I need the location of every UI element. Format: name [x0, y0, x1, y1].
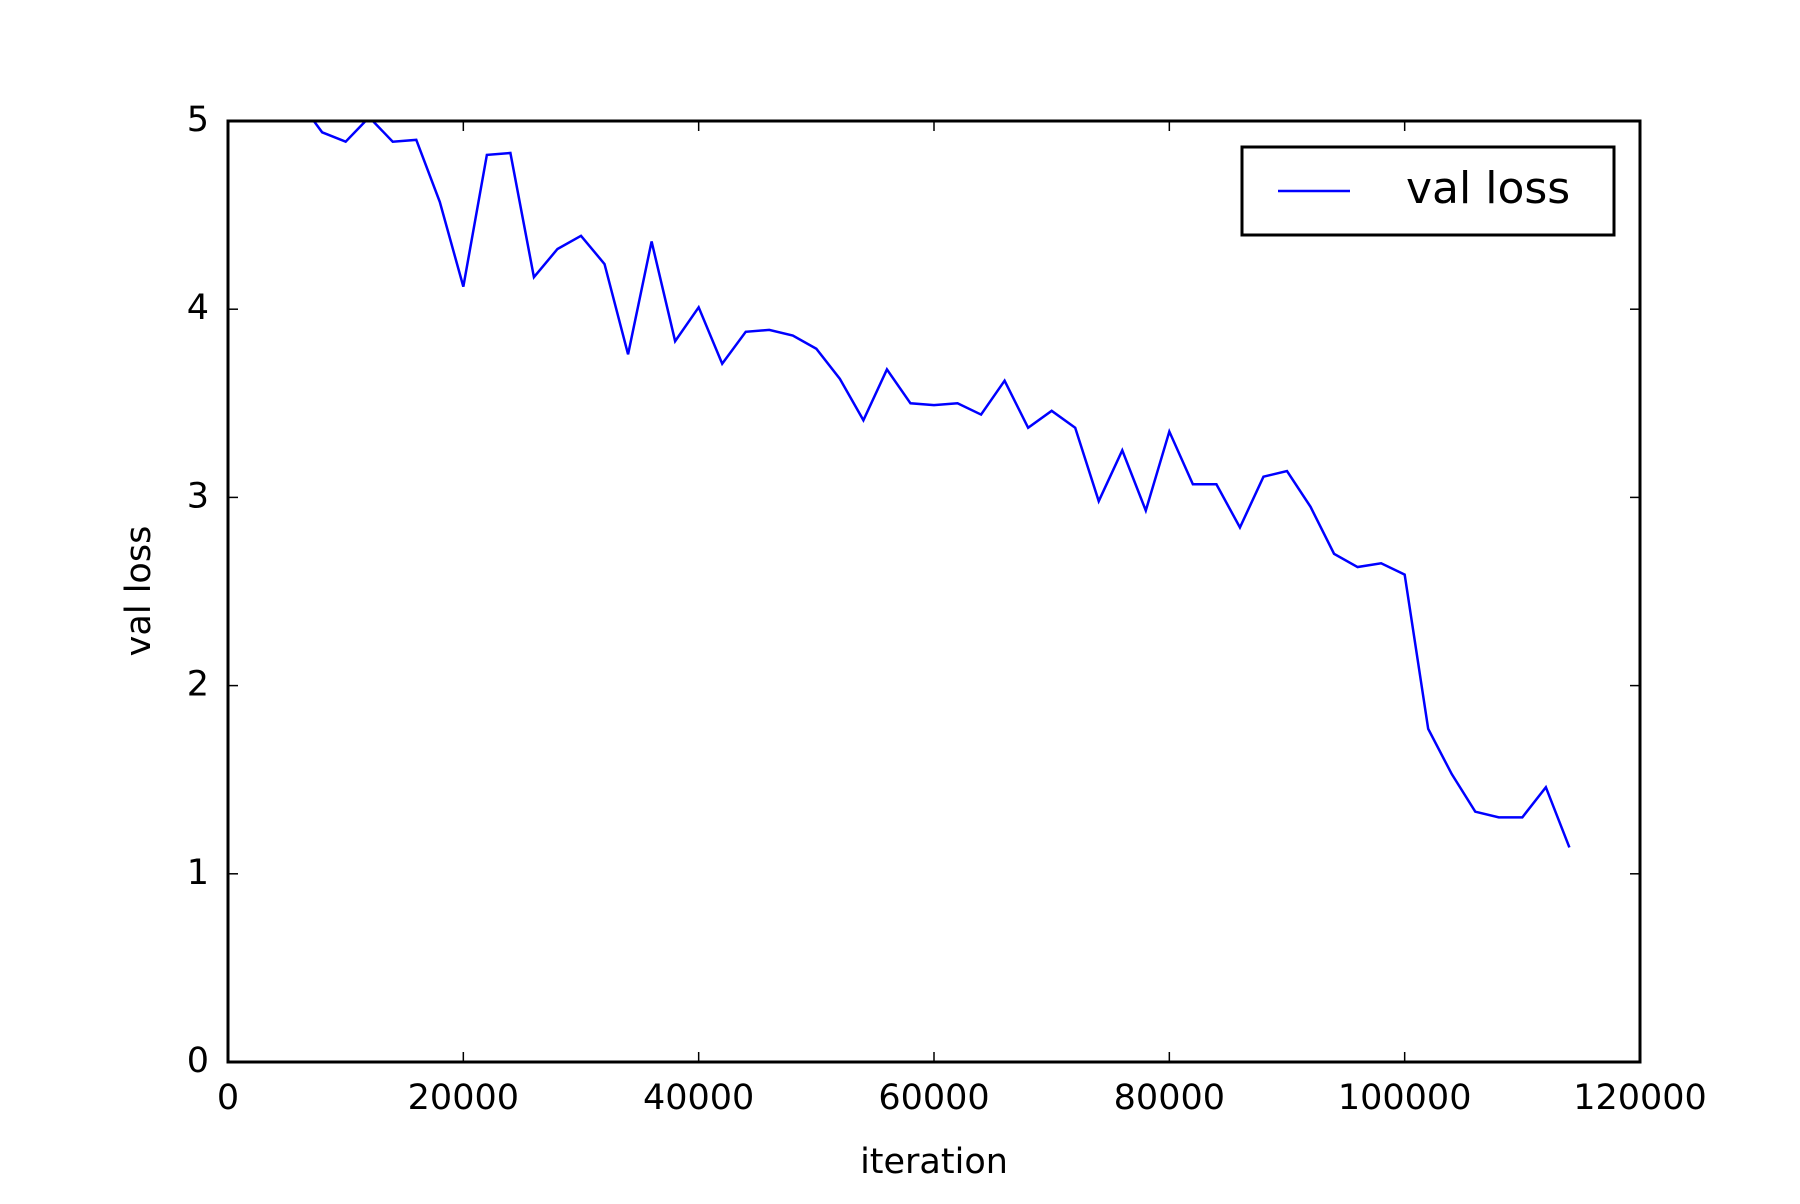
x-tick-label: 40000: [643, 1078, 754, 1118]
x-tick-label: 100000: [1338, 1078, 1472, 1118]
plot-frame: [226, 119, 1642, 1064]
legend-label: val loss: [1406, 163, 1570, 214]
data-line: [312, 121, 1571, 848]
y-tick-label: 5: [187, 100, 209, 140]
y-axis-label: val loss: [119, 526, 159, 657]
y-tick-label: 4: [187, 288, 209, 328]
y-tick-label: 1: [187, 853, 209, 893]
x-tick-label: 120000: [1573, 1078, 1707, 1118]
y-tick-label: 3: [187, 476, 209, 516]
y-tick-label: 2: [187, 665, 209, 705]
x-tick-label: 20000: [408, 1078, 519, 1118]
x-tick-label: 80000: [1114, 1078, 1225, 1118]
y-tick-label: 0: [187, 1041, 209, 1081]
x-tick-label: 60000: [878, 1078, 989, 1118]
x-tick-label: 0: [217, 1078, 239, 1118]
x-axis-label: iteration: [860, 1142, 1008, 1182]
